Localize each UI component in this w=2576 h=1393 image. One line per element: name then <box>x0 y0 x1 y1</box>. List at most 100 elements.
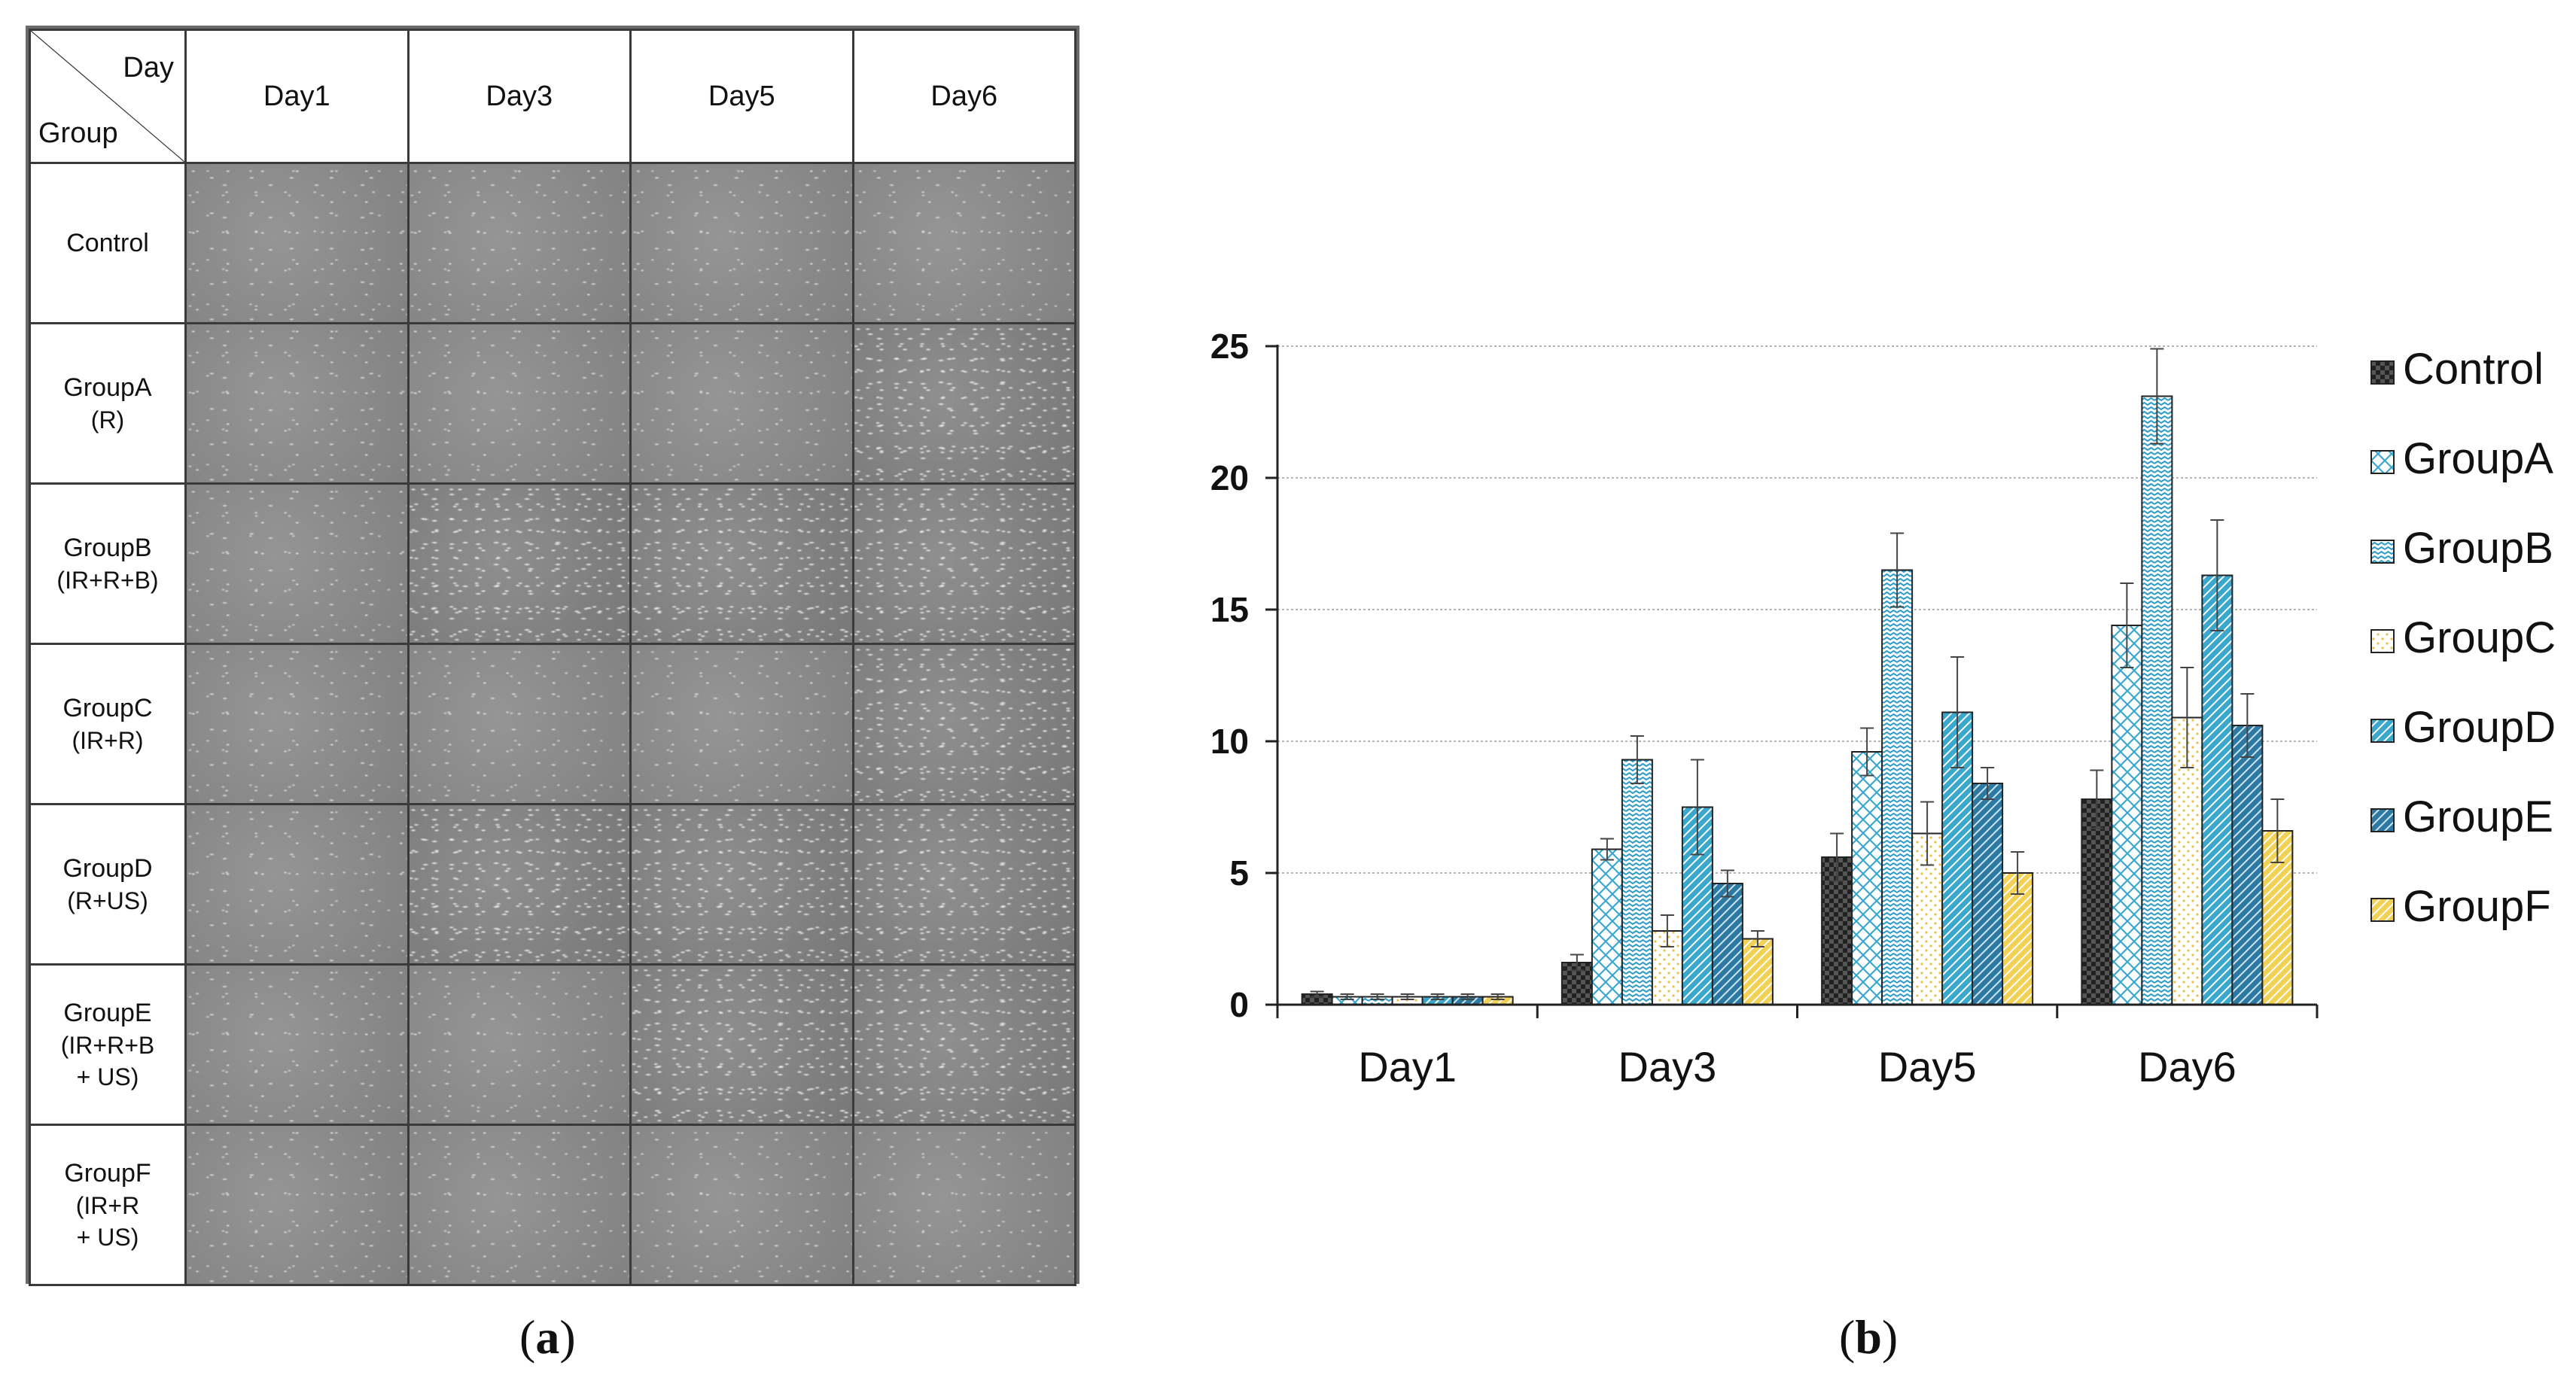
header-row: Day Group Day1 Day3 Day5 Day6 <box>29 29 1076 164</box>
y-tick-label: 10 <box>1210 722 1249 761</box>
legend-label: Control <box>2403 345 2544 394</box>
micrograph-image <box>406 482 632 645</box>
gridlines <box>1277 345 2317 874</box>
micrograph-image <box>851 803 1076 966</box>
row-group-name: GroupA <box>63 373 152 402</box>
table-row: GroupB (IR+R+B) <box>29 482 1076 645</box>
row-group-name: GroupF <box>64 1159 151 1188</box>
micrograph-image <box>851 162 1076 324</box>
caption-b-open: ( <box>1839 1310 1856 1364</box>
x-tick-label: Day3 <box>1618 1043 1717 1090</box>
column-header: Day1 <box>184 29 410 164</box>
caption-a: (a) <box>519 1309 576 1365</box>
corner-day-label: Day <box>123 52 174 84</box>
bar-groupa <box>1591 848 1623 1005</box>
micrograph-image <box>851 963 1076 1126</box>
row-treatment: (IR+R) <box>72 727 144 754</box>
micrograph-image <box>629 643 854 805</box>
micrograph-image <box>629 482 854 645</box>
legend-label: GroupA <box>2403 434 2553 483</box>
caption-b: (b) <box>1839 1309 1898 1365</box>
micrograph-image <box>406 1124 632 1286</box>
micrograph-image <box>629 322 854 485</box>
row-group-name: GroupD <box>62 854 153 883</box>
legend: Control GroupA GroupB GroupC GroupD GroupE Gro… <box>2370 345 2556 931</box>
micrograph-image <box>406 963 632 1126</box>
row-group-name: GroupE <box>63 999 152 1027</box>
corner-cell: Day Group <box>29 29 187 164</box>
row-treatment: (R+US) <box>67 887 148 914</box>
row-group-name: Control <box>66 229 149 257</box>
y-tick-label: 5 <box>1229 853 1249 893</box>
micrograph-image <box>184 482 410 645</box>
caption-b-letter: b <box>1855 1310 1882 1364</box>
corner-group-label: Group <box>38 117 118 149</box>
micrograph-image <box>184 643 410 805</box>
micrograph-image <box>184 162 410 324</box>
micrograph-image <box>406 162 632 324</box>
bar-groupa <box>2111 625 2143 1005</box>
legend-swatch-groupf <box>2370 898 2395 922</box>
table-row: GroupD (R+US) <box>29 803 1076 966</box>
bar-groupb <box>1621 759 1653 1005</box>
column-header: Day3 <box>406 29 632 164</box>
bar-groupd <box>2201 574 2233 1005</box>
x-tick-label: Day6 <box>2138 1043 2236 1090</box>
table-row: GroupA (R) <box>29 322 1076 485</box>
micrograph-image <box>629 162 854 324</box>
row-label: GroupB (IR+R+B) <box>29 482 187 645</box>
legend-label: GroupD <box>2403 703 2556 752</box>
row-group-name: GroupB <box>63 534 152 562</box>
legend-swatch-groupd <box>2370 719 2395 743</box>
caption-a-open: ( <box>519 1310 536 1364</box>
bar-groupf <box>2002 872 2034 1005</box>
legend-label: GroupF <box>2403 882 2551 931</box>
row-treatment: (IR+R+B) <box>56 567 159 594</box>
bar-groupb <box>1881 569 1914 1005</box>
micrograph-table: Day Group Day1 Day3 Day5 Day6 Control Gr… <box>29 29 1076 1286</box>
micrograph-image <box>184 963 410 1126</box>
row-label: GroupC (IR+R) <box>29 643 187 805</box>
column-header: Day5 <box>629 29 854 164</box>
y-tick-label: 0 <box>1229 985 1249 1024</box>
micrograph-grid-panel: Day Group Day1 Day3 Day5 Day6 Control Gr… <box>26 26 1079 1286</box>
row-treatment: (R) <box>90 406 125 433</box>
micrograph-image <box>851 482 1076 645</box>
y-tick-label: 15 <box>1210 590 1249 629</box>
micrograph-image <box>851 1124 1076 1286</box>
x-tick-label: Day1 <box>1358 1043 1457 1090</box>
micrograph-image <box>406 803 632 966</box>
micrograph-image <box>184 322 410 485</box>
row-treatment: (IR+R+B + US) <box>60 1032 155 1090</box>
y-tick-label: 25 <box>1210 327 1249 366</box>
bar-groupf <box>1741 938 1774 1005</box>
table-row: GroupC (IR+R) <box>29 643 1076 805</box>
caption-b-close: ) <box>1881 1310 1899 1364</box>
micrograph-image <box>629 963 854 1126</box>
row-group-name: GroupC <box>62 694 153 722</box>
legend-swatch-groupc <box>2370 629 2395 653</box>
corner-diagonal-line <box>31 31 184 162</box>
row-label: GroupF (IR+R + US) <box>29 1124 187 1286</box>
table-row: GroupF (IR+R + US) <box>29 1124 1076 1286</box>
bar-groupb <box>2141 395 2173 1005</box>
legend-swatch-groupa <box>2370 450 2395 474</box>
micrograph-image <box>406 643 632 805</box>
row-label: GroupD (R+US) <box>29 803 187 966</box>
bar-control <box>2081 798 2113 1005</box>
row-label: GroupE (IR+R+B + US) <box>29 963 187 1126</box>
y-tick-label: 20 <box>1210 458 1249 497</box>
x-axis-ticks: Day1 Day3 Day5 Day6 <box>1276 1005 2319 1090</box>
table-row: Control <box>29 162 1076 324</box>
bar-groupe <box>1711 883 1743 1005</box>
caption-a-letter: a <box>535 1310 560 1364</box>
legend-swatch-groupb <box>2370 540 2395 564</box>
caption-a-close: ) <box>559 1310 576 1364</box>
micrograph-image <box>629 803 854 966</box>
legend-swatch-groupe <box>2370 808 2395 832</box>
bar-groupe <box>1972 783 2004 1005</box>
micrograph-image <box>851 643 1076 805</box>
legend-label: GroupC <box>2403 613 2556 662</box>
row-treatment: (IR+R + US) <box>75 1192 140 1251</box>
